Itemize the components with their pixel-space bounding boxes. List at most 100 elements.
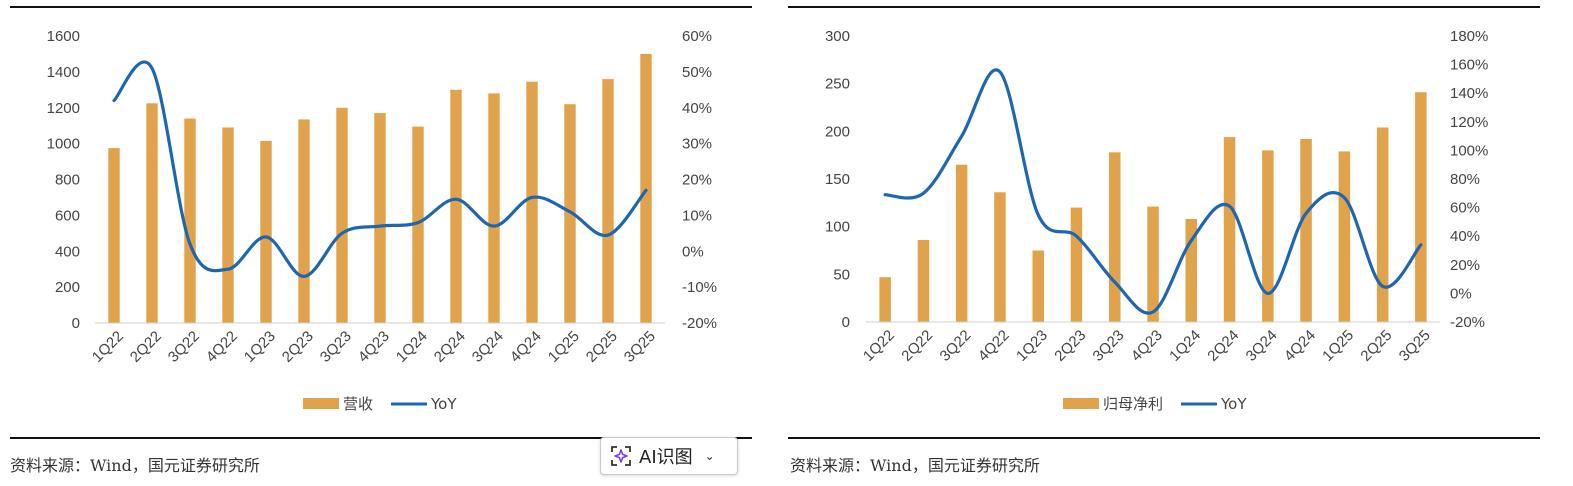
x-tick-label: 2Q24 [1204,327,1242,365]
y-right-tick-label: -20% [682,315,717,332]
y-left-tick-label: 0 [72,315,80,332]
x-tick-label: 3Q25 [621,328,659,366]
bar-3Q22 [184,118,196,323]
ai-button-label: AI识图 [639,447,693,468]
x-tick-label: 3Q23 [1090,327,1128,365]
bar-2Q23 [1070,207,1083,322]
bar-1Q22 [108,148,120,323]
x-tick-label: 4Q24 [507,328,545,366]
y-right-tick-label: 100% [1450,142,1488,159]
bar-3Q24 [488,93,500,324]
y-right-tick-label: 30% [682,136,712,153]
bottom-rule [10,437,752,439]
x-tick-label: 1Q25 [1319,327,1357,365]
bar-2Q24 [450,89,462,323]
x-tick-label: 1Q22 [860,327,898,365]
yoy-line [112,60,648,279]
x-tick-label: 3Q22 [165,328,203,366]
x-tick-label: 2Q24 [431,328,469,366]
bar-4Q23 [1147,206,1159,322]
bar-4Q23 [374,113,386,323]
y-right-tick-label: 0% [682,243,704,260]
y-right-tick-label: 50% [682,64,712,81]
bar-4Q22 [222,127,234,323]
y-left-tick-label: 200 [825,123,850,140]
y-right-tick-label: 40% [682,100,712,117]
x-tick-label: 3Q23 [317,328,355,366]
bar-1Q22 [879,277,891,322]
bar-1Q24 [412,126,424,323]
x-tick-label: 1Q24 [393,328,431,366]
x-tick-label: 2Q25 [583,328,621,366]
x-tick-label: 3Q24 [469,328,507,366]
net-profit-chart: 0 50 100 150 200 250 300 -20% 0% 20% 40% 60% 80% 100%… [825,28,1488,413]
x-tick-label: 2Q25 [1357,327,1395,365]
bar-1Q25 [1338,151,1351,322]
revenue-chart-panel: 0 200 400 600 800 1000 1200 1400 1600 -20% -10% 0% 1… [0,0,780,486]
bar-2Q22 [917,240,930,322]
x-tick-label: 4Q23 [1128,327,1166,365]
ai-image-recognition-button[interactable]: AI识图 ⌄ [600,437,738,475]
bar-3Q25 [1415,92,1427,322]
y-left-tick-label: 1400 [47,64,80,81]
y-right-tick-label: 120% [1450,114,1488,131]
y-right-tick-label: 10% [682,207,712,224]
bar-4Q24 [526,81,538,323]
y-right-tick-label: 20% [1450,257,1480,274]
y-left-tick-label: 1200 [47,100,80,117]
y-left-tick-label: 600 [55,207,80,224]
x-tick-label: 1Q23 [241,328,279,366]
sparkle-scan-icon [611,446,631,466]
x-tick-label: 2Q22 [127,328,165,366]
legend-bar-swatch [1063,398,1099,409]
x-tick-label: 2Q23 [1051,327,1089,365]
source-note: 资料来源：Wind，国元证券研究所 [10,456,260,475]
x-tick-label: 3Q24 [1243,327,1281,365]
x-tick-label: 4Q22 [975,327,1013,365]
y-right-tick-label: 0% [1450,285,1472,302]
y-left-tick-label: 1600 [47,28,80,45]
bar-4Q24 [1300,139,1312,322]
y-right-tick-label: 140% [1450,85,1488,102]
source-note: 资料来源：Wind，国元证券研究所 [790,456,1040,475]
bar-3Q23 [336,107,348,324]
y-left-tick-label: 1000 [47,136,80,153]
y-right-tick-label: 60% [1450,200,1480,217]
bar-3Q25 [640,53,652,324]
y-right-tick-label: -10% [682,279,717,296]
x-tick-label: 4Q23 [355,328,393,366]
x-tick-label: 3Q25 [1396,327,1434,365]
y-right-tick-label: 60% [682,28,712,45]
y-left-tick-label: 50 [833,266,850,283]
legend-bar-label: 营收 [343,395,373,413]
legend-line-label: YoY [1220,395,1247,413]
x-tick-label: 2Q22 [898,327,936,365]
y-left-tick-label: 200 [55,279,80,296]
x-tick-label: 4Q22 [203,328,241,366]
revenue-chart: 0 200 400 600 800 1000 1200 1400 1600 -20% -10% 0% 1… [47,28,717,413]
legend-bar-swatch [303,398,339,409]
top-rule [788,6,1540,8]
net-profit-chart-panel: 0 50 100 150 200 250 300 -20% 0% 20% 40% 60% 80% 100%… [780,0,1573,486]
y-left-tick-label: 800 [55,172,80,189]
y-right-tick-label: -20% [1450,314,1485,331]
y-right-tick-label: 180% [1450,28,1488,45]
bar-2Q22 [146,103,158,323]
y-left-tick-label: 250 [825,76,850,93]
y-left-tick-label: 100 [825,219,850,236]
bar-3Q23 [1109,152,1121,322]
x-tick-label: 4Q24 [1281,327,1319,365]
bar-1Q24 [1185,219,1197,322]
x-tick-label: 1Q22 [89,328,127,366]
bar-2Q25 [602,79,614,323]
y-left-tick-label: 150 [825,171,850,188]
bar-1Q23 [260,140,272,323]
x-tick-label: 1Q25 [545,328,583,366]
y-right-tick-label: 80% [1450,171,1480,188]
x-tick-label: 3Q22 [937,327,975,365]
y-right-tick-label: 160% [1450,57,1488,74]
bar-2Q23 [298,119,310,324]
y-left-tick-label: 400 [55,243,80,260]
x-tick-label: 1Q24 [1166,327,1204,365]
bar-3Q22 [955,164,968,322]
